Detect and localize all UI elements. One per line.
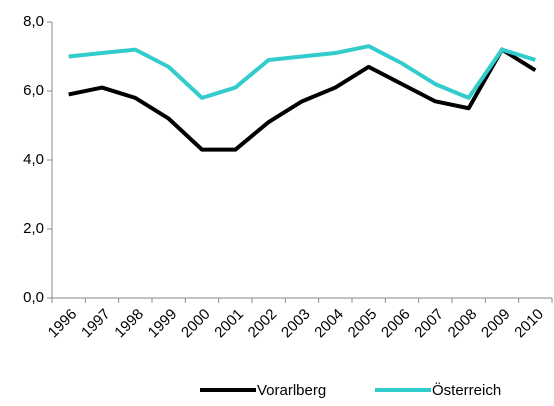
x-tick-label: 2000 [178, 306, 214, 342]
x-tick-label: 2001 [211, 306, 247, 342]
x-tick-label: 1999 [145, 306, 181, 342]
y-tick-label: 0,0 [23, 289, 44, 306]
x-tick-label: 1998 [111, 306, 147, 342]
x-tick-label: 2002 [245, 306, 281, 342]
y-tick-label: 8,0 [23, 13, 44, 30]
x-tick-label: 2010 [511, 306, 547, 342]
series-line [68, 44, 536, 100]
legend-label: Vorarlberg [257, 382, 326, 399]
x-tick-label: 2007 [411, 306, 447, 342]
y-tick-label: 2,0 [23, 220, 44, 237]
x-tick-label: 1997 [78, 306, 114, 342]
series-line [68, 47, 537, 152]
x-tick-label: 2005 [345, 306, 381, 342]
x-tick-label: 1996 [45, 306, 81, 342]
x-tick-label: 2004 [311, 306, 347, 342]
legend-label: Österreich [432, 381, 501, 399]
x-tick-label: 2003 [278, 306, 314, 342]
x-tick-label: 2009 [478, 306, 514, 342]
x-tick-label: 2008 [445, 306, 481, 342]
y-tick-label: 6,0 [23, 82, 44, 99]
x-tick-label: 2006 [378, 306, 414, 342]
y-tick-label: 4,0 [23, 151, 44, 168]
